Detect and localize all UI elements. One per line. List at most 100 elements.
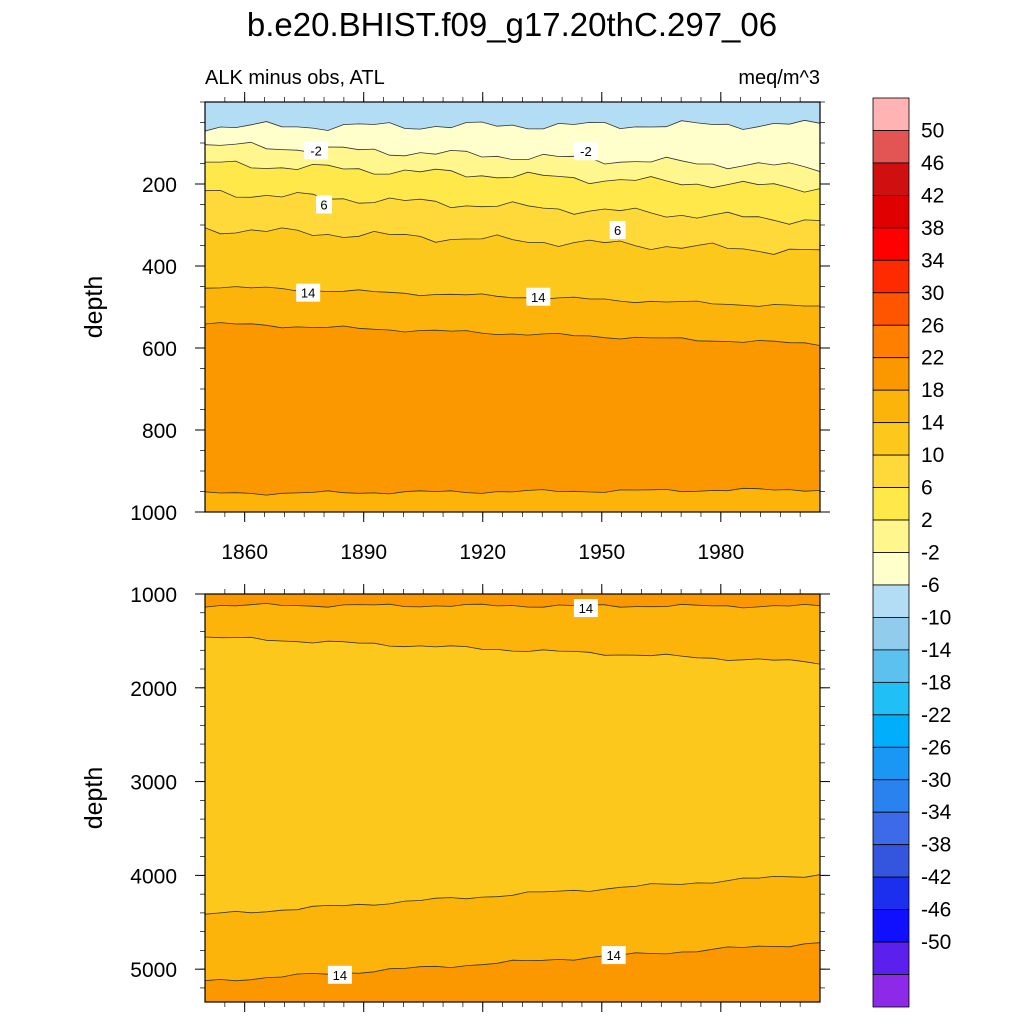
chart-title: b.e20.BHIST.f09_g17.20thC.297_06 <box>247 6 777 43</box>
colorbar-label: 34 <box>921 249 945 272</box>
colorbar-label: -14 <box>921 639 952 662</box>
colorbar-box <box>872 681 910 716</box>
lower-field: 14 14 14 <box>205 594 820 1002</box>
lower-ytick-label: 5000 <box>130 959 177 982</box>
colorbar-box <box>872 746 910 781</box>
upper-contour-label: 6 <box>614 223 621 238</box>
colorbar: 50 46 42 38 34 30 26 22 18 14 10 6 2 -2 -6 -10 -14 -18 -22… <box>872 97 952 1008</box>
upper-xtick-label: 1860 <box>221 541 268 564</box>
colorbar-box <box>872 259 910 294</box>
colorbar-box <box>872 552 910 586</box>
colorbar-box <box>872 519 910 553</box>
colorbar-label: 10 <box>921 444 944 467</box>
colorbar-box <box>872 941 910 975</box>
upper-contour-label-box <box>304 141 329 160</box>
colorbar-box <box>872 357 910 391</box>
lower-contour-line <box>205 602 820 609</box>
colorbar-label: -10 <box>921 606 951 629</box>
colorbar-label: -22 <box>921 704 951 727</box>
colorbar-label: 14 <box>921 412 945 435</box>
colorbar-label: -26 <box>921 736 951 759</box>
colorbar-box <box>872 389 910 424</box>
upper-contour-line <box>205 160 820 193</box>
upper-ytick-label: 200 <box>142 174 177 197</box>
colorbar-label: -34 <box>921 801 952 824</box>
colorbar-label: 50 <box>921 119 944 142</box>
colorbar-label: -38 <box>921 834 951 857</box>
colorbar-box <box>872 909 910 943</box>
colorbar-box <box>872 292 910 326</box>
upper-contour-label-box <box>296 283 321 302</box>
lower-ytick-label: 3000 <box>130 772 177 795</box>
colorbar-box <box>872 811 910 846</box>
colorbar-box <box>872 844 910 878</box>
colorbar-label: 46 <box>921 152 944 175</box>
colorbar-box <box>872 97 910 131</box>
upper-xtick-label: 1980 <box>697 541 744 564</box>
colorbar-box <box>872 130 910 164</box>
colorbar-label: -50 <box>921 931 951 954</box>
upper-contour-label-box <box>316 195 333 214</box>
lower-ytick-label: 2000 <box>130 678 177 701</box>
upper-contour-label: 14 <box>531 290 545 305</box>
lower-contour-label-box <box>601 946 626 965</box>
colorbar-label: -18 <box>921 671 951 694</box>
colorbar-label: -2 <box>921 542 940 565</box>
colorbar-label: 6 <box>921 477 933 500</box>
upper-xtick-label: 1890 <box>340 541 387 564</box>
panel-subtitle: ALK minus obs, ATL <box>205 67 385 89</box>
colorbar-box <box>872 324 910 359</box>
upper-field: -2 -2 6 6 14 14 <box>205 102 820 512</box>
colorbar-label: -46 <box>921 899 951 922</box>
lower-contour-line <box>205 874 820 915</box>
lower-contour-label: 14 <box>579 601 593 616</box>
lower-contour-line <box>205 942 820 982</box>
colorbar-label: 30 <box>921 282 944 305</box>
upper-contour-label-box <box>526 287 551 306</box>
upper-ytick-label: 800 <box>142 420 177 443</box>
lower-ytick-label: 4000 <box>130 865 177 888</box>
upper-contour-line <box>205 227 820 255</box>
colorbar-label: -30 <box>921 769 951 792</box>
lower-contour-band <box>205 942 820 1002</box>
colorbar-label: 38 <box>921 217 944 240</box>
upper-contour-band <box>205 488 820 512</box>
colorbar-box <box>872 162 910 196</box>
upper-contour-label-box <box>573 142 598 161</box>
colorbar-box <box>872 227 910 261</box>
colorbar-box <box>872 617 910 651</box>
colorbar-box <box>872 422 910 456</box>
lower-ylabel: depth <box>80 767 108 830</box>
lower-contour-line <box>205 636 820 665</box>
colorbar-label: 22 <box>921 347 944 370</box>
colorbar-box <box>872 779 910 813</box>
colorbar-box <box>872 194 910 229</box>
colorbar-box <box>872 487 910 521</box>
upper-contour-line <box>205 322 820 346</box>
lower-contour-label-box <box>573 599 598 618</box>
upper-contour-label: -2 <box>310 143 322 158</box>
lower-contour-label: 14 <box>606 948 620 963</box>
colorbar-label: 18 <box>921 379 944 402</box>
colorbar-label: 26 <box>921 314 944 337</box>
lower-ytick-label: 1000 <box>130 584 177 607</box>
upper-contour-line <box>205 119 820 132</box>
upper-xtick-label: 1920 <box>459 541 506 564</box>
upper-contour-band <box>205 322 820 512</box>
upper-contour-label: 14 <box>301 286 315 301</box>
lower-frame <box>204 593 821 1003</box>
colorbar-box <box>872 714 910 748</box>
colorbar-box <box>872 584 910 618</box>
colorbar-box <box>872 876 910 911</box>
upper-ytick-label: 600 <box>142 338 177 361</box>
upper-ylabel: depth <box>80 276 108 339</box>
upper-xtick-label: 1950 <box>578 541 625 564</box>
upper-contour-label: 6 <box>320 198 327 213</box>
lower-contour-label-box <box>327 965 352 984</box>
colorbar-label: 2 <box>921 509 933 532</box>
lower-panel: 14 14 14 1000 2000 3000 4000 5000 depth <box>80 584 830 1012</box>
upper-contour-label: -2 <box>580 144 592 159</box>
colorbar-box <box>872 974 910 1008</box>
upper-ytick-label: 400 <box>142 256 177 279</box>
